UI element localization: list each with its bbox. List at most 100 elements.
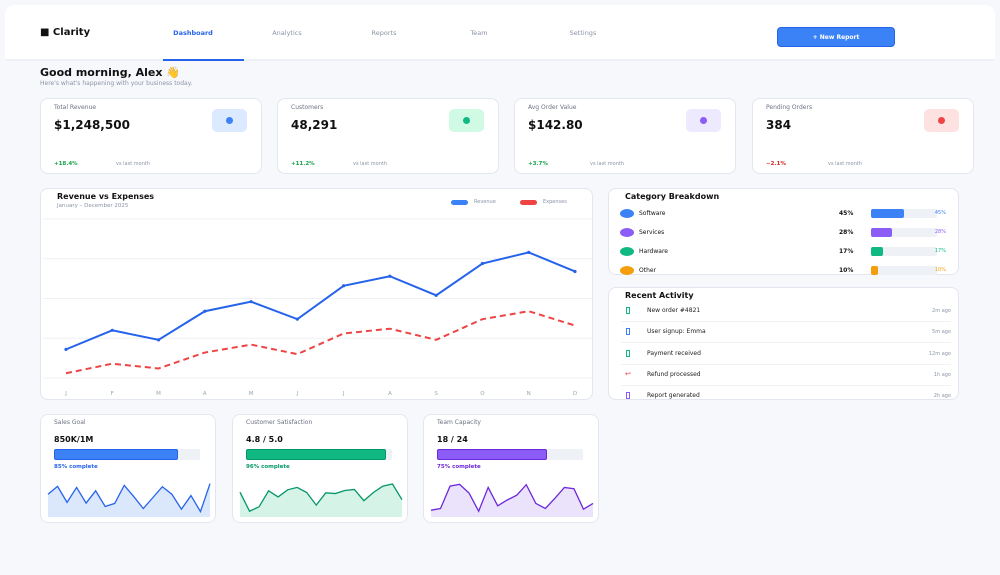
series-line-expenses — [65, 310, 576, 375]
revenue-expenses-chart-card: Revenue vs Expenses January – December 2… — [40, 188, 593, 400]
legend-swatch — [520, 199, 537, 205]
dot-icon — [938, 117, 945, 124]
category-breakdown-card: Category Breakdown Software 45% 45% Serv… — [608, 188, 959, 275]
active-tab-indicator — [163, 59, 244, 61]
data-point[interactable] — [342, 284, 346, 288]
category-bar — [871, 266, 937, 275]
recent-activity-card: Recent Activity New order #4821 2m ago Us… — [608, 287, 959, 400]
activity-item[interactable]: User signup: Emma 5m ago — [621, 322, 951, 344]
dot-icon — [463, 117, 470, 124]
category-dot-icon — [620, 209, 634, 218]
category-dot-icon — [620, 228, 634, 237]
activity-text: User signup: Emma — [647, 328, 706, 336]
category-name: Hardware — [639, 248, 668, 255]
x-tick-label: J — [64, 391, 67, 397]
activity-item[interactable]: New order #4821 2m ago — [621, 301, 951, 322]
data-point[interactable] — [249, 300, 253, 304]
activity-text: Payment received — [647, 349, 701, 357]
activity-text: Refund processed — [647, 370, 701, 378]
stat-card[interactable]: Pending Orders 384 −2.1% vs last month — [752, 98, 974, 174]
category-name: Software — [639, 210, 666, 217]
chart-subtitle: January – December 2025 — [57, 203, 129, 209]
stat-compare: vs last month — [353, 161, 387, 167]
category-name: Other — [639, 267, 657, 274]
data-point[interactable] — [64, 347, 68, 351]
category-dot-icon — [620, 247, 634, 256]
category-percent-small: 28% — [934, 229, 946, 235]
legend-label: Revenue — [474, 199, 496, 205]
x-tick-label: A — [203, 391, 207, 397]
greeting-title: Good morning, Alex 👋 — [40, 66, 180, 79]
app-logo[interactable]: ■ Clarity — [40, 27, 91, 38]
goal-progress-fill — [437, 449, 547, 460]
data-point[interactable] — [527, 250, 531, 254]
nav-analytics[interactable]: Analytics — [272, 29, 302, 37]
category-percent: 10% — [839, 267, 854, 274]
activity-item[interactable]: ↩ Refund processed 1h ago — [621, 365, 951, 386]
stat-icon — [924, 109, 959, 132]
category-dot-icon — [620, 266, 634, 275]
sparkline-line — [239, 483, 403, 513]
goal-progress-fill — [246, 449, 387, 460]
category-percent: 17% — [839, 248, 854, 255]
category-bar — [871, 247, 937, 256]
activity-item[interactable]: Payment received 12m ago — [621, 344, 951, 365]
stat-icon — [686, 109, 721, 132]
goal-label: Sales Goal — [54, 419, 86, 426]
series-line-revenue — [65, 251, 576, 351]
data-point[interactable] — [434, 293, 438, 297]
stat-change: −2.1% — [766, 161, 786, 167]
activity-item[interactable]: Report generated 2h ago — [621, 386, 951, 400]
category-bar — [871, 228, 937, 237]
sparkline-line — [47, 483, 211, 514]
data-point[interactable] — [110, 328, 114, 332]
sparkline — [239, 483, 403, 517]
sparkline — [47, 483, 211, 517]
nav-reports[interactable]: Reports — [371, 29, 397, 37]
stat-value: $142.80 — [528, 118, 583, 132]
activity-time: 2h ago — [933, 393, 951, 400]
stat-label: Total Revenue — [54, 104, 97, 111]
stat-card[interactable]: Customers 48,291 +11.2% vs last month — [277, 98, 499, 174]
stat-icon — [212, 109, 247, 132]
x-tick-label: A — [388, 391, 392, 397]
category-row: Software 45% 45% — [609, 208, 958, 220]
legend-expenses[interactable]: Expenses — [520, 199, 567, 205]
x-tick-label: M — [156, 391, 161, 397]
data-point[interactable] — [573, 269, 577, 274]
money-icon — [626, 349, 630, 357]
stat-card[interactable]: Avg Order Value $142.80 +3.7% vs last mo… — [514, 98, 736, 174]
stat-label: Customers — [291, 104, 324, 111]
data-point[interactable] — [203, 309, 207, 313]
data-point[interactable] — [295, 317, 299, 321]
goal-card: Sales Goal 850K/1M 85% complete — [40, 414, 216, 523]
sparkline-line — [430, 483, 594, 513]
goal-progress-bar — [246, 449, 392, 460]
x-tick-label: S — [434, 391, 438, 397]
activity-text: New order #4821 — [647, 307, 701, 314]
category-bar-fill — [871, 228, 892, 237]
nav-dashboard[interactable]: Dashboard — [173, 29, 213, 37]
category-row: Hardware 17% 17% — [609, 246, 958, 258]
legend-revenue[interactable]: Revenue — [451, 199, 496, 205]
category-bar-fill — [871, 247, 884, 256]
x-tick-label: O — [480, 391, 485, 397]
data-point[interactable] — [480, 261, 485, 266]
goal-progress-label: 96% complete — [246, 464, 290, 470]
x-tick-label: M — [249, 391, 254, 397]
category-name: Services — [639, 229, 665, 236]
data-point[interactable] — [156, 338, 161, 342]
sparkline — [430, 483, 594, 517]
category-bar-fill — [871, 209, 904, 218]
stat-value: 384 — [766, 118, 792, 132]
stat-label: Avg Order Value — [528, 104, 577, 111]
new-report-button[interactable]: + New Report — [777, 27, 895, 47]
data-point[interactable] — [388, 274, 392, 278]
nav-team[interactable]: Team — [470, 29, 488, 37]
category-percent: 45% — [839, 210, 854, 217]
stat-compare: vs last month — [828, 161, 862, 167]
nav-settings[interactable]: Settings — [569, 29, 597, 37]
stat-card[interactable]: Total Revenue $1,248,500 +18.4% vs last … — [40, 98, 262, 174]
sparkline-area — [431, 484, 593, 517]
